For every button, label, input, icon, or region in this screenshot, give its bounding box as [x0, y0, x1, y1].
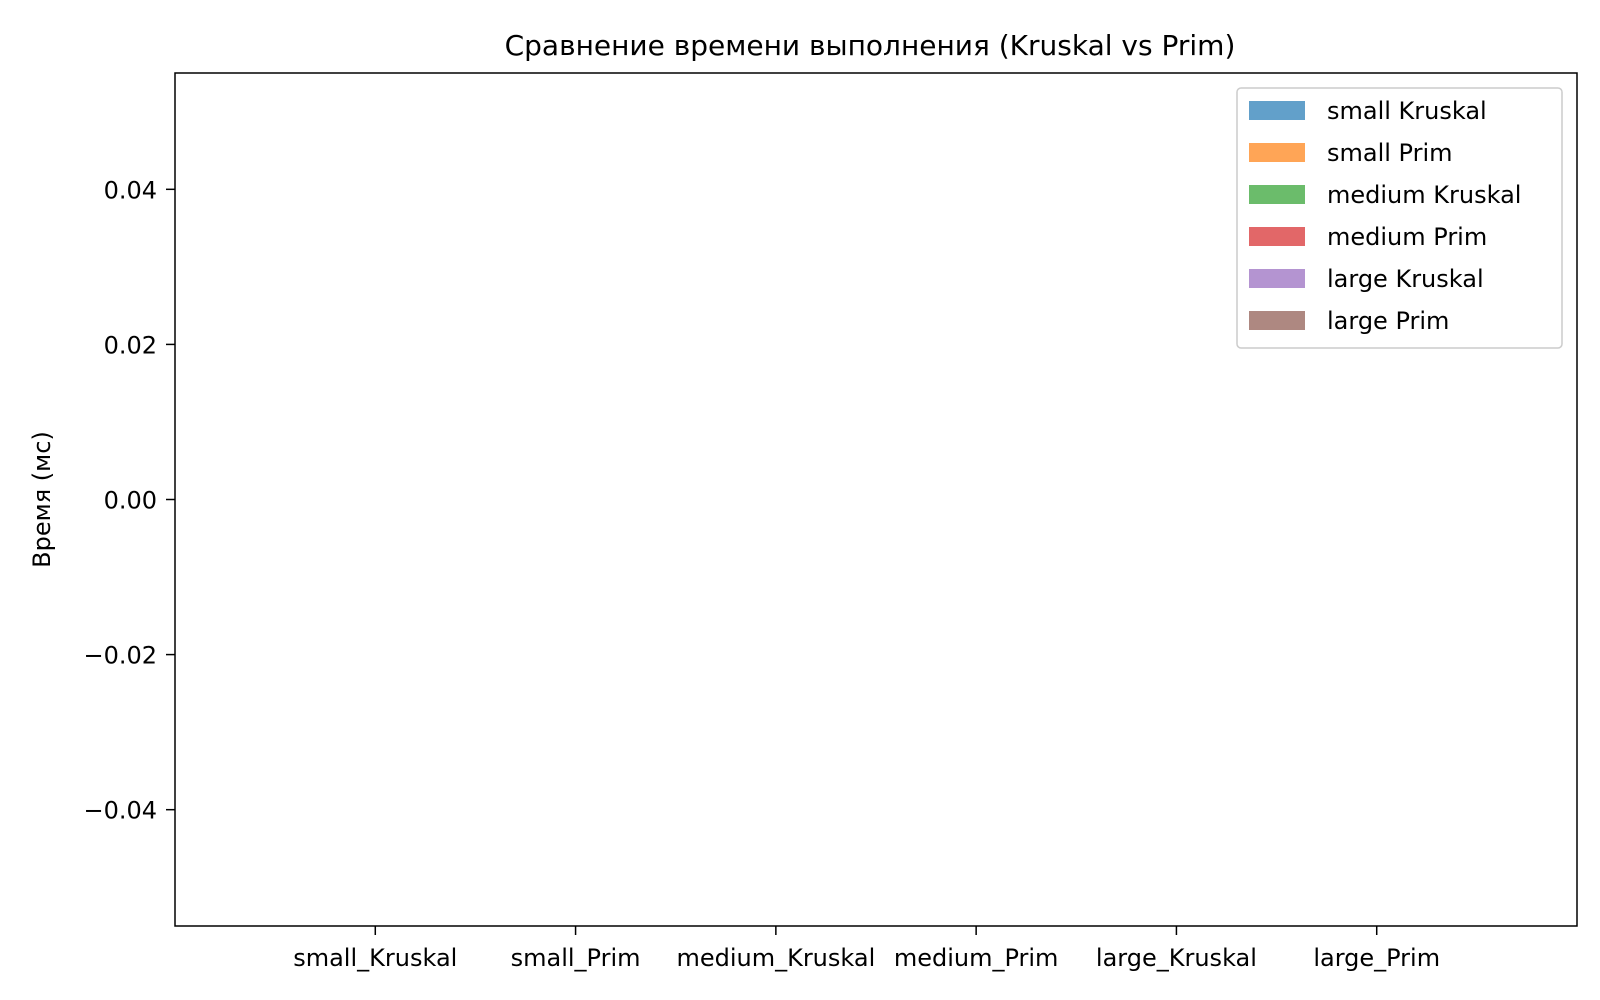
legend-label: large Kruskal — [1327, 265, 1484, 293]
chart-title: Сравнение времени выполнения (Kruskal vs… — [505, 29, 1236, 62]
x-tick-label: large_Kruskal — [1096, 944, 1257, 972]
legend-label: small Kruskal — [1327, 97, 1487, 125]
y-axis-label: Время (мс) — [28, 431, 56, 568]
y-tick-label: 0.04 — [104, 176, 157, 204]
legend-label: small Prim — [1327, 139, 1453, 167]
legend: small Kruskal small Prim medium Kruskal med… — [1236, 87, 1563, 349]
x-tick-label: small_Kruskal — [293, 944, 457, 972]
legend-swatch — [1249, 101, 1305, 120]
legend-swatch — [1249, 143, 1305, 162]
legend-frame — [1236, 87, 1563, 349]
legend-label: large Prim — [1327, 307, 1449, 335]
y-axis: −0.04 −0.02 0.00 0.02 0.04 — [83, 176, 175, 825]
y-tick-label: −0.02 — [83, 642, 157, 670]
y-tick-label: 0.02 — [104, 331, 157, 359]
x-tick-label: large_Prim — [1313, 944, 1440, 972]
legend-swatch — [1249, 185, 1305, 204]
x-tick-label: small_Prim — [511, 944, 641, 972]
x-tick-label: medium_Kruskal — [676, 944, 875, 972]
y-tick-label: 0.00 — [104, 487, 157, 515]
x-tick-label: medium_Prim — [894, 944, 1059, 972]
x-axis: small_Kruskal small_Prim medium_Kruskal med… — [293, 926, 1440, 972]
legend-swatch — [1249, 269, 1305, 288]
legend-label: medium Kruskal — [1327, 181, 1521, 209]
y-tick-label: −0.04 — [83, 797, 157, 825]
legend-swatch — [1249, 227, 1305, 246]
legend-swatch — [1249, 311, 1305, 330]
legend-label: medium Prim — [1327, 223, 1487, 251]
